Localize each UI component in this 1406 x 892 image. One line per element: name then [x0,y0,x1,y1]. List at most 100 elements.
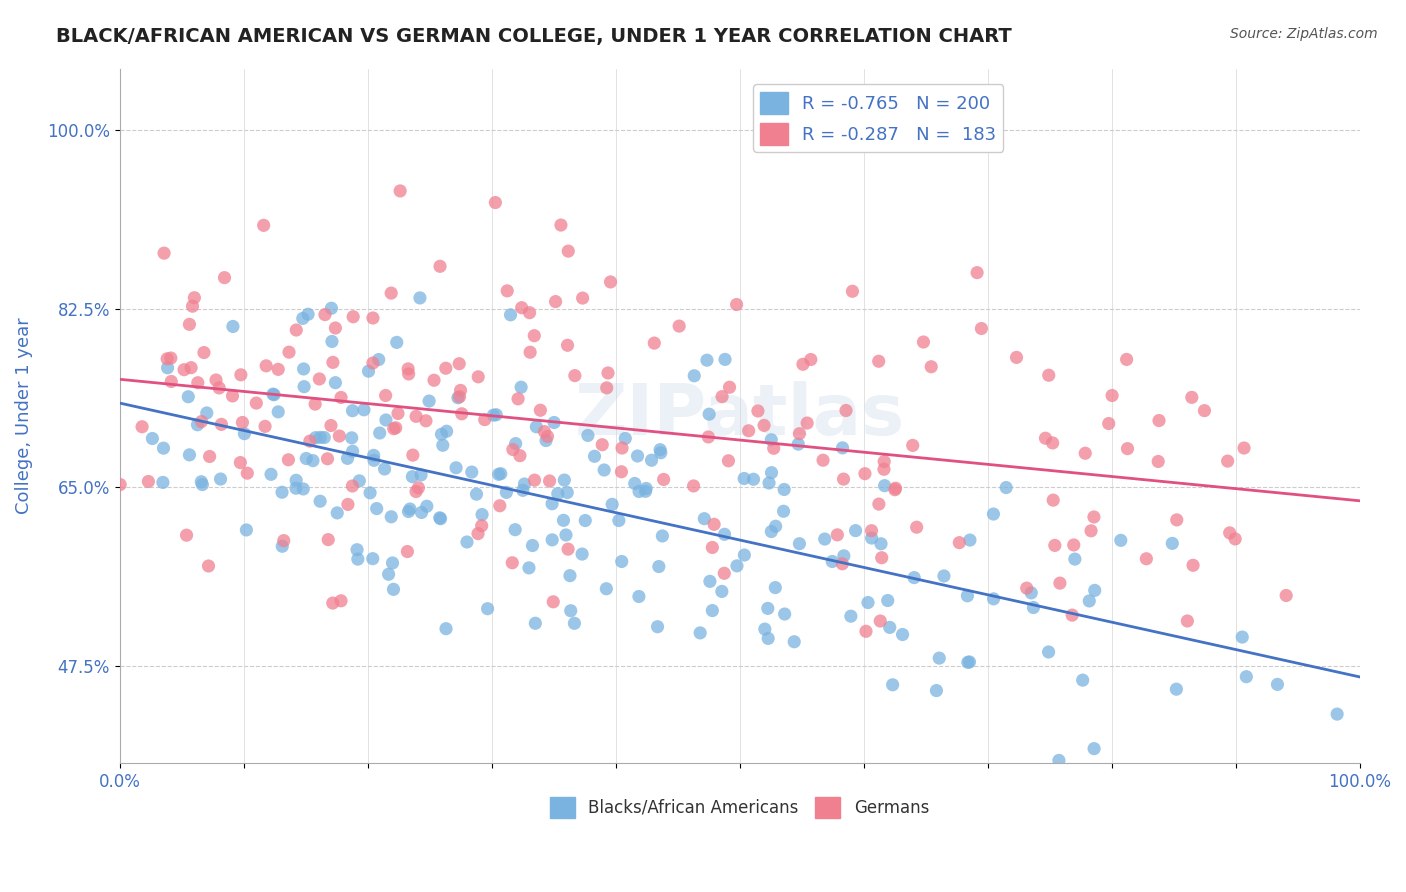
Point [879,620,901,634]
Point [131,419,153,434]
Point [499,308,522,322]
Point [752,418,775,433]
Point [1098,417,1121,431]
Point [959,655,981,669]
Point [1080,524,1102,538]
Point [474,412,496,426]
Point [756,632,779,646]
Point [610,465,633,479]
Point [229,368,252,382]
Point [450,407,472,421]
Point [1083,741,1105,756]
Point [747,404,769,418]
Point [263,388,285,402]
Point [868,497,890,511]
Point [533,425,555,439]
Point [209,417,232,432]
Point [152,475,174,490]
Point [652,473,675,487]
Point [434,361,457,376]
Point [1181,390,1204,404]
Point [593,463,616,477]
Point [718,380,741,394]
Point [696,353,718,368]
Point [555,528,578,542]
Point [233,426,256,441]
Point [956,589,979,603]
Point [811,453,834,467]
Point [725,558,748,573]
Point [737,424,759,438]
Point [1063,538,1085,552]
Point [1022,600,1045,615]
Point [595,582,617,596]
Point [883,483,905,497]
Point [547,486,569,500]
Point [754,622,776,636]
Point [524,419,547,434]
Point [1071,673,1094,687]
Point [959,533,981,547]
Point [436,424,458,438]
Point [208,381,231,395]
Point [557,244,579,259]
Point [995,481,1018,495]
Point [363,449,385,463]
Point [416,500,439,514]
Point [179,448,201,462]
Point [1015,581,1038,595]
Point [304,397,326,411]
Point [295,451,318,466]
Point [160,375,183,389]
Point [187,376,209,390]
Point [361,551,384,566]
Point [456,535,478,549]
Point [108,477,131,491]
Text: BLACK/AFRICAN AMERICAN VS GERMAN COLLEGE, UNDER 1 YEAR CORRELATION CHART: BLACK/AFRICAN AMERICAN VS GERMAN COLLEGE… [56,27,1012,45]
Point [796,416,818,430]
Point [506,392,529,406]
Point [702,604,724,618]
Point [699,574,721,589]
Point [1042,436,1064,450]
Point [761,524,783,539]
Point [401,469,423,483]
Point [316,451,339,466]
Point [380,286,402,301]
Point [1043,538,1066,552]
Point [553,513,575,527]
Point [271,539,294,553]
Point [402,448,425,462]
Point [1216,454,1239,468]
Point [180,360,202,375]
Point [557,338,579,352]
Point [190,415,212,429]
Point [876,593,898,607]
Point [503,523,526,537]
Point [713,527,735,541]
Point [314,308,336,322]
Point [181,299,204,313]
Point [262,387,284,401]
Point [273,533,295,548]
Point [418,394,440,409]
Point [758,475,780,490]
Point [471,518,494,533]
Point [398,504,420,518]
Point [564,616,586,631]
Point [330,594,353,608]
Point [461,465,484,479]
Point [314,431,336,445]
Point [1234,670,1257,684]
Point [297,307,319,321]
Point [827,528,849,542]
Point [342,479,364,493]
Point [1225,532,1247,546]
Point [920,359,942,374]
Point [564,368,586,383]
Point [869,614,891,628]
Point [509,449,531,463]
Point [970,321,993,335]
Point [725,297,748,311]
Point [322,596,344,610]
